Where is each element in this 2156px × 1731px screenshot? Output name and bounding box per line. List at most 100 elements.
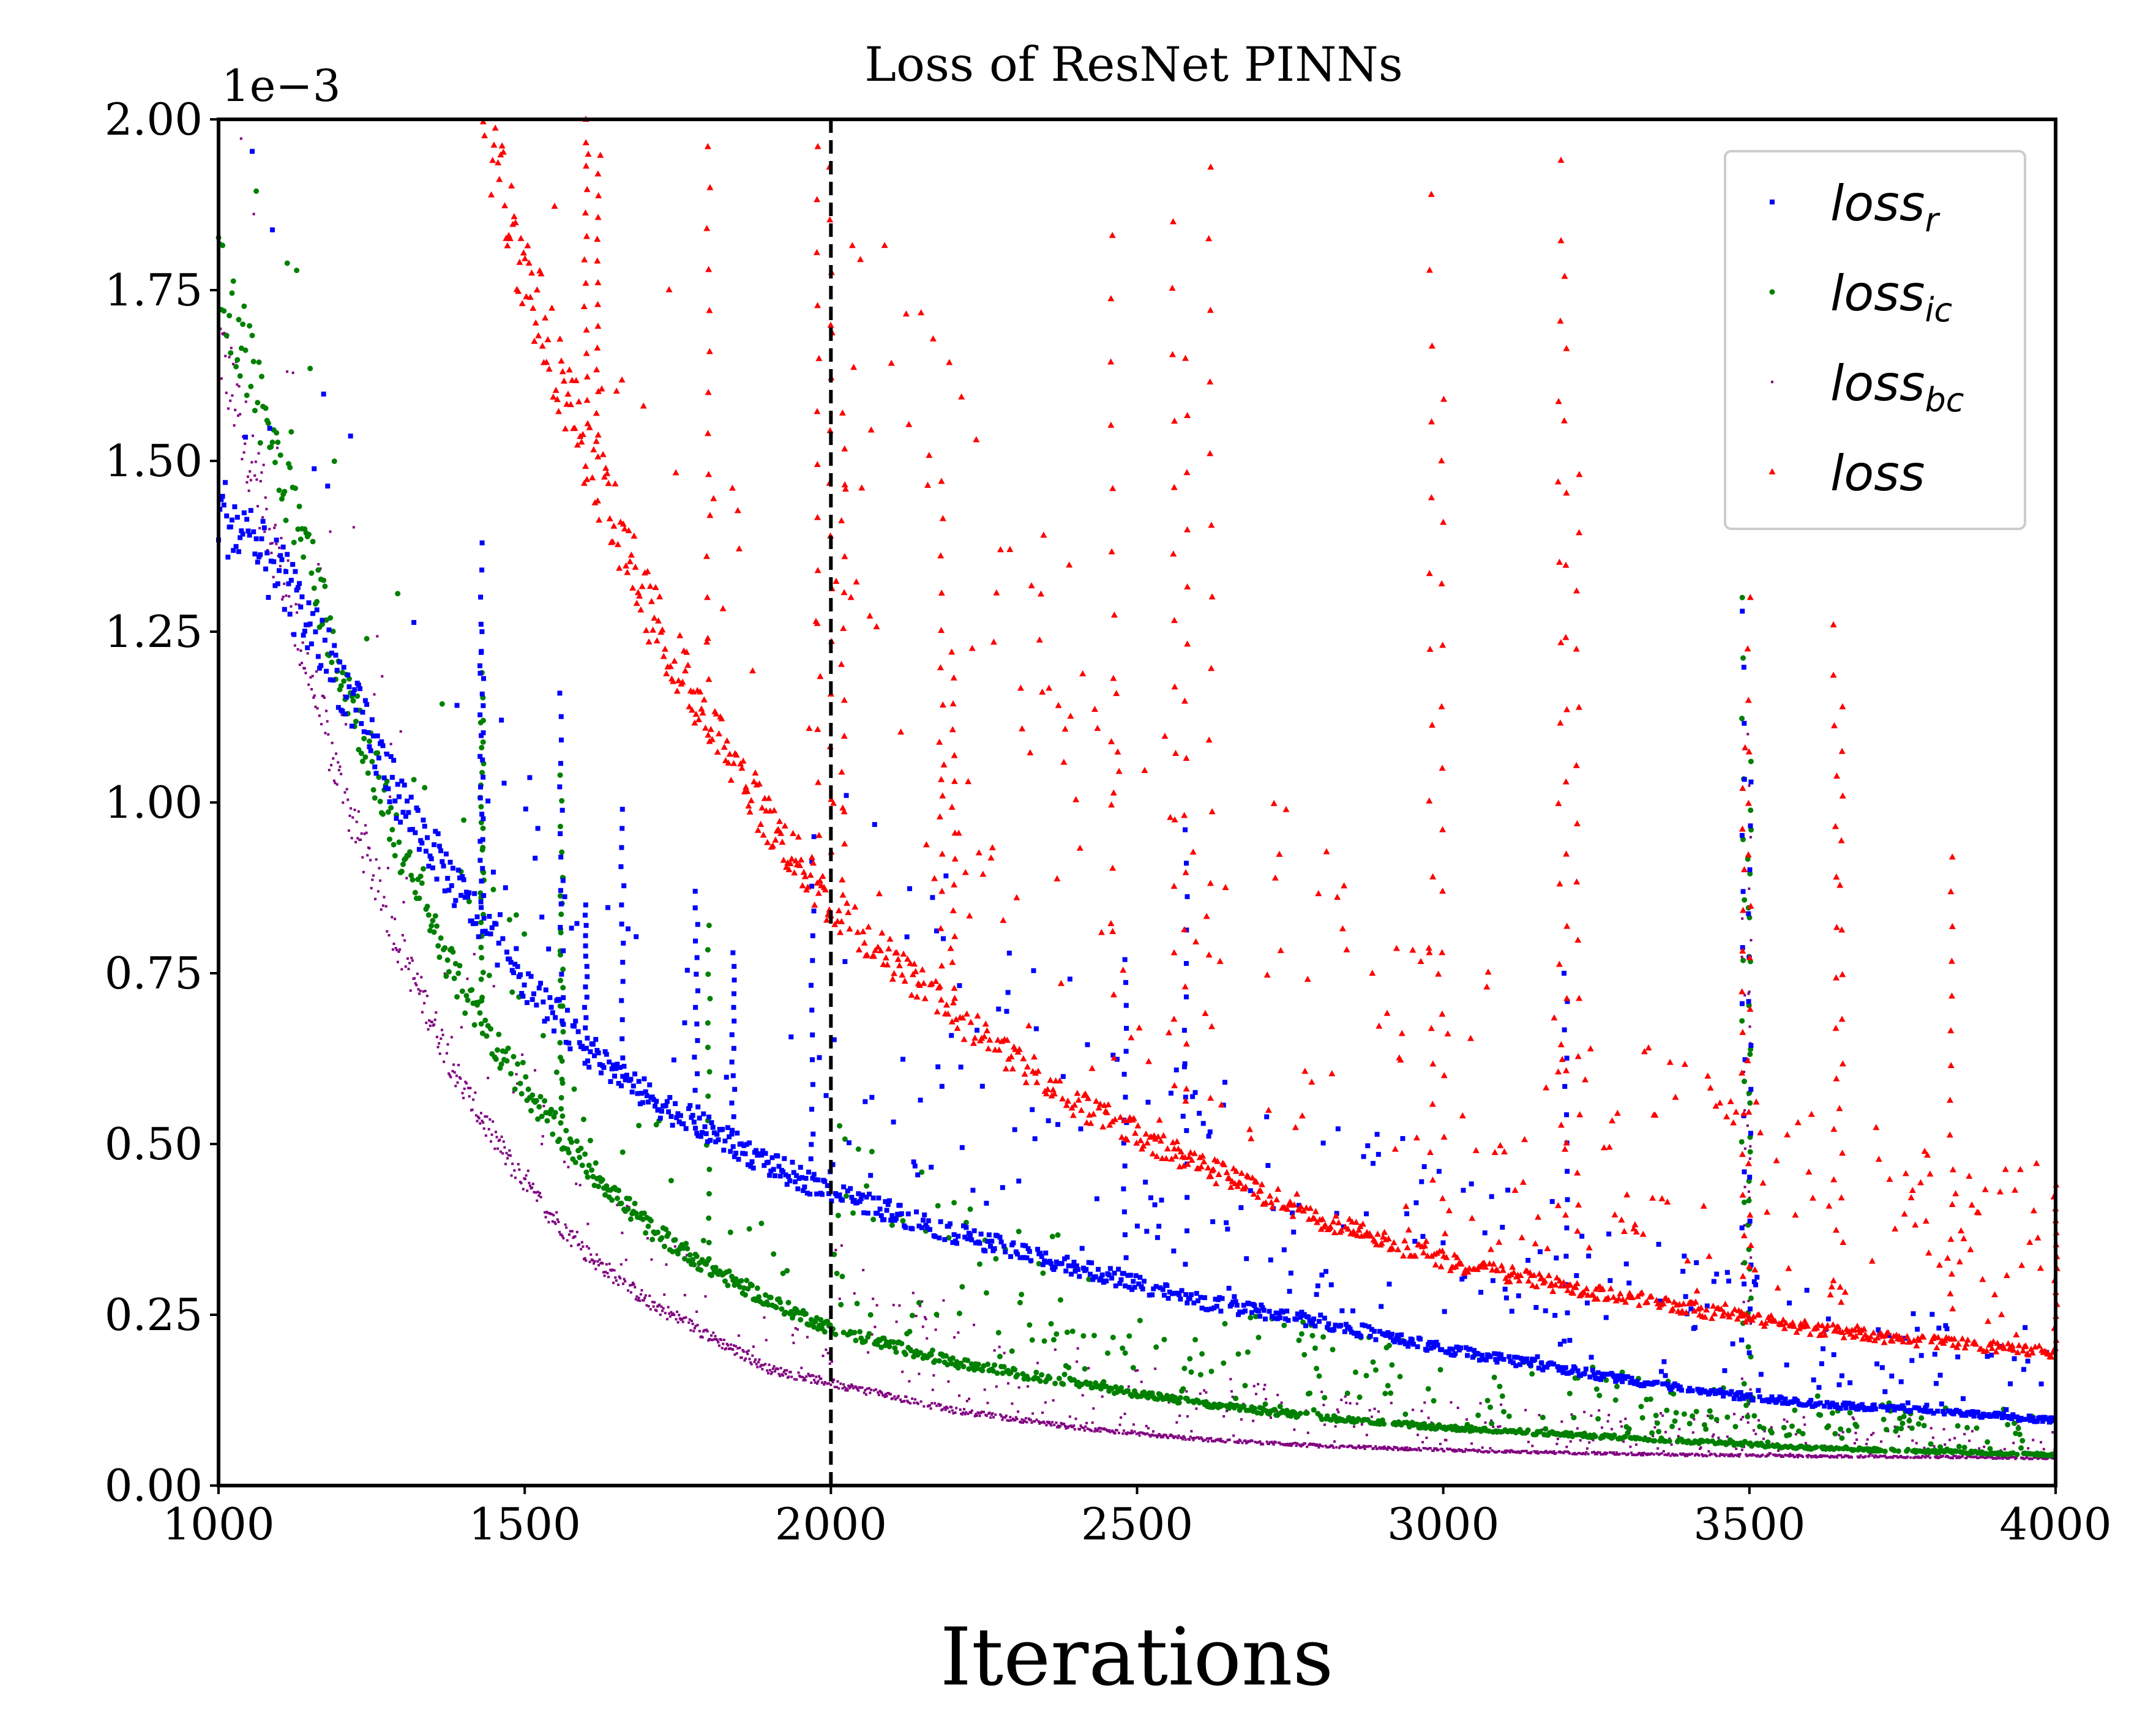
data-point: [1519, 1451, 1522, 1454]
data-point: [311, 585, 317, 591]
data-point: [810, 1381, 813, 1384]
data-point: [1311, 1316, 1317, 1322]
data-point: [998, 1239, 1004, 1245]
data-point: [1461, 1449, 1464, 1452]
data-point: [619, 845, 624, 850]
data-point: [1846, 1400, 1851, 1406]
data-point: [1144, 1433, 1147, 1436]
data-point: [784, 1268, 790, 1274]
data-point: [692, 905, 698, 911]
data-point: [1123, 980, 1129, 985]
data-point: [1286, 1444, 1289, 1447]
data-point: [1864, 1455, 1867, 1458]
data-point: [575, 1029, 581, 1034]
data-point: [364, 701, 370, 707]
data-point: [255, 559, 260, 565]
data-point: [746, 1352, 749, 1355]
data-point: [1132, 1285, 1137, 1290]
data-point: [528, 1108, 534, 1114]
data-point: [779, 1374, 782, 1377]
data-point: [1530, 1451, 1533, 1454]
data-point: [520, 1060, 526, 1066]
data-point: [793, 1378, 796, 1381]
data-point: [1963, 1413, 1969, 1418]
data-point: [1769, 1452, 1772, 1455]
data-point: [937, 1402, 940, 1405]
data-point: [747, 1349, 750, 1352]
data-point: [477, 795, 483, 801]
data-point: [314, 599, 320, 605]
data-point: [489, 1140, 492, 1143]
data-point: [1066, 1364, 1072, 1370]
data-point: [593, 1260, 596, 1263]
data-point: [1445, 1438, 1448, 1441]
data-point: [1747, 1134, 1753, 1140]
data-point: [534, 1003, 539, 1008]
data-point: [857, 1389, 860, 1392]
data-point: [287, 465, 293, 471]
data-point: [1269, 1314, 1275, 1319]
data-point: [1280, 1309, 1286, 1315]
data-point: [842, 1136, 848, 1142]
data-point: [243, 435, 249, 440]
data-point: [1500, 1451, 1503, 1454]
data-point: [1190, 1094, 1196, 1099]
data-point: [276, 487, 282, 493]
data-point: [1898, 1379, 1904, 1385]
data-point: [1629, 1375, 1634, 1381]
data-point: [1050, 1337, 1057, 1343]
data-point: [1197, 1372, 1203, 1378]
data-point: [706, 1329, 709, 1333]
data-point: [1333, 1322, 1338, 1328]
data-point: [2001, 1457, 2004, 1460]
data-point: [1385, 1330, 1391, 1336]
data-point: [895, 1211, 900, 1217]
data-point: [328, 615, 334, 621]
data-point: [1556, 1367, 1562, 1373]
data-point: [1825, 1316, 1831, 1322]
data-points-layer: [215, 116, 2061, 1460]
data-point: [1626, 1426, 1632, 1432]
data-point: [1402, 1411, 1409, 1417]
data-point: [1819, 1361, 1824, 1366]
data-point: [550, 1010, 555, 1015]
data-point: [1929, 1456, 1932, 1459]
data-point: [1334, 1425, 1337, 1428]
data-point: [322, 695, 325, 698]
data-point: [488, 191, 495, 198]
data-point: [720, 1338, 723, 1341]
data-point: [1588, 1441, 1591, 1444]
data-point: [548, 1004, 554, 1010]
data-point: [647, 1082, 653, 1088]
data-point: [1841, 1430, 1844, 1434]
data-point: [769, 1372, 773, 1375]
data-point: [1139, 1431, 1142, 1434]
data-point: [1936, 1325, 1942, 1331]
data-point: [896, 1396, 899, 1399]
data-point: [916, 1299, 922, 1306]
data-point: [1146, 1432, 1149, 1435]
data-point: [443, 1060, 446, 1063]
data-point: [487, 1127, 490, 1131]
data-point: [1617, 1376, 1622, 1381]
data-point: [485, 798, 491, 804]
data-point: [492, 1120, 495, 1123]
data-point: [1428, 1345, 1434, 1351]
data-point: [1419, 1449, 1422, 1452]
data-point: [1584, 1452, 1587, 1456]
data-point: [373, 693, 376, 696]
data-point: [1622, 1440, 1625, 1443]
data-point: [1295, 1311, 1300, 1317]
data-point: [250, 149, 255, 154]
data-point: [425, 912, 432, 918]
data-point: [558, 1105, 564, 1112]
data-point: [1358, 1444, 1361, 1447]
data-point: [1745, 1222, 1751, 1228]
data-point: [320, 723, 323, 726]
data-point: [506, 1157, 509, 1160]
data-point: [1481, 1446, 1484, 1449]
data-point: [546, 946, 552, 952]
data-point: [398, 820, 403, 825]
data-point: [412, 889, 418, 895]
data-point: [290, 605, 293, 608]
